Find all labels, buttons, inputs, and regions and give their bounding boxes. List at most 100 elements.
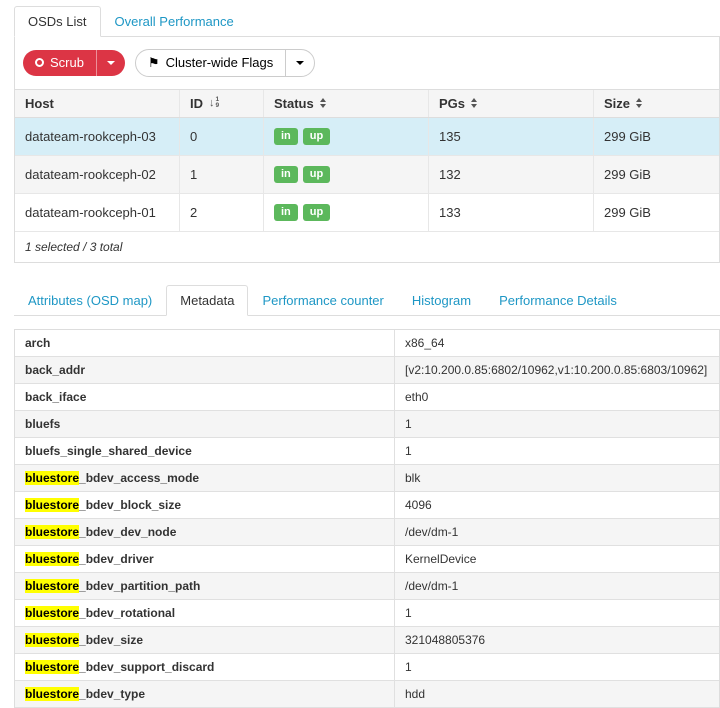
osd-row-datateam-rookceph-01[interactable]: datateam-rookceph-01 2 in up 133 299 GiB	[15, 193, 719, 232]
osd-table: Host ID ↓ 1 9 Status PGs Size datateam-rookceph…	[15, 88, 719, 262]
osd-pgs-cell: 133	[428, 193, 593, 231]
tab-attributes-osd-map[interactable]: Attributes (OSD map)	[28, 292, 153, 308]
scrub-button-group: Scrub	[23, 50, 125, 76]
search-highlight: bluestore	[25, 470, 80, 485]
osd-status-cell: in up	[263, 155, 428, 193]
flag-icon: ⚑	[147, 55, 160, 71]
metadata-row-bluestore-bdev-driver: bluestore_bdev_driver KernelDevice	[15, 545, 719, 573]
column-header-host[interactable]: Host	[15, 90, 179, 117]
metadata-value: blk	[405, 470, 421, 485]
osd-row-datateam-rookceph-03[interactable]: datateam-rookceph-03 0 in up 135 299 GiB	[15, 117, 719, 156]
status-badge-up: up	[302, 165, 331, 183]
metadata-value: 4096	[405, 497, 432, 512]
scrub-button[interactable]: Scrub	[23, 50, 96, 76]
search-highlight: bluestore	[25, 659, 80, 674]
osd-size-cell: 299 GiB	[593, 117, 719, 155]
osd-table-body: datateam-rookceph-03 0 in up 135 299 GiB datat…	[15, 117, 719, 232]
osd-row-datateam-rookceph-02[interactable]: datateam-rookceph-02 1 in up 132 299 GiB	[15, 155, 719, 194]
search-highlight: bluestore	[25, 632, 80, 647]
sort-numeric-down-icon: ↓ 1 9	[209, 95, 220, 110]
status-badge-up: up	[302, 203, 331, 221]
table-toolbar: Scrub ⚑ Cluster-wide Flags	[15, 37, 719, 89]
metadata-key: bluestore_bdev_support_discard	[15, 653, 395, 680]
tab-metadata[interactable]: Metadata	[166, 284, 249, 316]
metadata-row-bluestore-bdev-rotational: bluestore_bdev_rotational 1	[15, 599, 719, 627]
metadata-key: bluefs	[15, 410, 395, 437]
tab-performance-counter[interactable]: Performance counter	[262, 292, 384, 308]
metadata-key: bluestore_bdev_size	[15, 626, 395, 653]
caret-down-icon	[106, 60, 115, 65]
column-header-id[interactable]: ID ↓ 1 9	[179, 89, 263, 117]
sort-icon	[471, 98, 478, 109]
metadata-table: arch x86_64 back_addr [v2:10.200.0.85:6802/…	[14, 328, 720, 708]
status-badge-in: in	[274, 203, 298, 221]
search-highlight: bluestore	[25, 686, 80, 701]
search-highlight: bluestore	[25, 551, 80, 566]
tab-histogram[interactable]: Histogram	[411, 292, 472, 308]
sort-icon	[319, 98, 326, 109]
osd-size-cell: 299 GiB	[593, 155, 719, 193]
metadata-value: 1	[405, 416, 412, 431]
metadata-row-bluestore-bdev-block-size: bluestore_bdev_block_size 4096	[15, 491, 719, 519]
main-tabs: OSDs List Overall Performance	[14, 6, 720, 37]
search-highlight: bluestore	[25, 605, 80, 620]
column-header-status[interactable]: Status	[263, 89, 428, 117]
column-label: Size	[604, 95, 631, 111]
metadata-row-bluefs: bluefs 1	[15, 410, 719, 438]
metadata-value: 1	[405, 605, 412, 620]
cluster-wide-flags-button[interactable]: ⚑ Cluster-wide Flags	[136, 50, 285, 76]
flags-dropdown-toggle[interactable]	[285, 50, 314, 76]
column-label: PGs	[439, 95, 466, 111]
metadata-value: /dev/dm-1	[405, 578, 459, 593]
scrub-icon	[35, 58, 44, 68]
metadata-row-bluestore-bdev-partition-path: bluestore_bdev_partition_path/dev/dm-1	[15, 572, 719, 600]
table-footer: 1 selected / 3 total	[15, 232, 719, 262]
osd-pgs-cell: 132	[428, 155, 593, 193]
selection-summary: 1 selected / 3 total	[25, 239, 123, 254]
metadata-key: bluestore_bdev_access_mode	[15, 464, 395, 491]
scrub-label: Scrub	[50, 55, 84, 70]
cluster-wide-flags-label: Cluster-wide Flags	[165, 55, 274, 70]
osd-host-cell: datateam-rookceph-03	[25, 128, 156, 144]
metadata-row-back-addr: back_addr [v2:10.200.0.85:6802/10962,v1:1…	[15, 356, 719, 384]
osd-table-header: Host ID ↓ 1 9 Status PGs Size	[15, 88, 719, 118]
osd-status-cell: in up	[263, 117, 428, 155]
column-header-pgs[interactable]: PGs	[428, 89, 593, 117]
metadata-value: hdd	[405, 686, 426, 701]
scrub-dropdown-toggle[interactable]	[95, 50, 125, 76]
metadata-row-bluestore-bdev-support-discard: bluestore_bdev_support_discard 1	[15, 653, 719, 681]
osd-id-cell: 1	[179, 155, 263, 193]
metadata-value: eth0	[405, 389, 429, 404]
metadata-key: bluestore_bdev_rotational	[15, 599, 395, 626]
sort-icon	[636, 98, 643, 109]
metadata-key: bluestore_bdev_driver	[15, 545, 395, 572]
metadata-value: KernelDevice	[405, 551, 477, 566]
osd-host-cell: datateam-rookceph-02	[25, 166, 156, 182]
tab-osds-list[interactable]: OSDs List	[14, 6, 101, 37]
metadata-row-bluestore-bdev-dev-node: bluestore_bdev_dev_node/dev/dm-1	[15, 518, 719, 546]
metadata-value: 1	[405, 659, 412, 674]
tab-overall-performance[interactable]: Overall Performance	[114, 14, 234, 29]
osd-host-cell: datateam-rookceph-01	[25, 204, 156, 220]
metadata-key: back_iface	[15, 383, 395, 410]
metadata-key: bluestore_bdev_block_size	[15, 491, 395, 518]
osd-id-cell: 0	[179, 117, 263, 155]
caret-down-icon	[296, 60, 305, 65]
metadata-value: /dev/dm-1	[405, 524, 459, 539]
metadata-row-bluefs-single-shared-device: bluefs_single_shared_device 1	[15, 437, 719, 465]
column-label: Status	[274, 95, 314, 111]
metadata-key: bluestore_bdev_dev_node	[15, 518, 395, 545]
metadata-row-bluestore-bdev-size: bluestore_bdev_size 321048805376	[15, 626, 719, 654]
column-label: Host	[25, 95, 54, 111]
search-highlight: bluestore	[25, 497, 80, 512]
metadata-row-back-iface: back_iface eth0	[15, 383, 719, 411]
osd-status-cell: in up	[263, 193, 428, 231]
osd-id-cell: 2	[179, 193, 263, 231]
metadata-key: bluefs_single_shared_device	[15, 437, 395, 464]
metadata-key: arch	[15, 329, 395, 356]
status-badge-in: in	[274, 127, 298, 145]
tab-performance-details[interactable]: Performance Details	[499, 292, 617, 308]
search-highlight: bluestore	[25, 578, 80, 593]
column-header-size[interactable]: Size	[593, 89, 719, 117]
osds-list-panel: Scrub ⚑ Cluster-wide Flags Host ID ↓ 1 9 Stat…	[14, 37, 720, 263]
